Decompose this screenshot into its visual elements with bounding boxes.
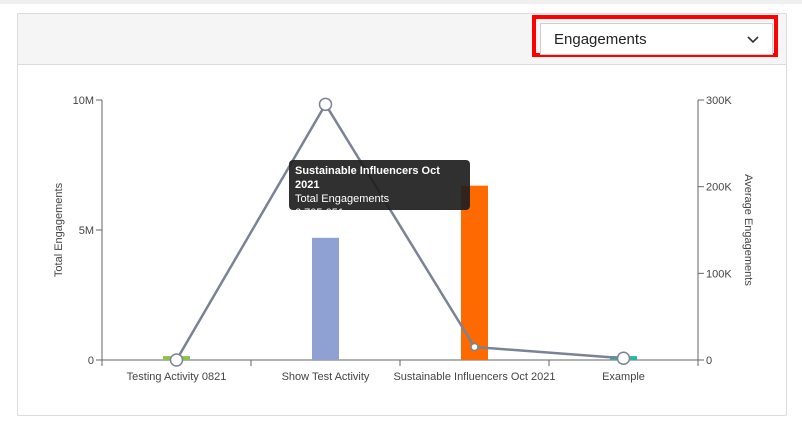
tooltip-title: Sustainable Influencers Oct 2021 <box>295 165 440 191</box>
chevron-down-icon <box>747 36 759 44</box>
y-right-tick-label: 100K <box>706 268 732 280</box>
line-point-2 <box>318 97 333 112</box>
metric-dropdown[interactable]: Engagements <box>540 23 773 55</box>
y-left-tick-label: 0 <box>88 355 94 367</box>
y-left-tick-label: 5M <box>79 225 94 237</box>
line-point-3 <box>470 342 479 352</box>
chart-panel: Engagements <box>17 13 787 416</box>
tooltip-label: Total Engagements <box>295 193 390 205</box>
y-left-axis-title: Total Engagements <box>53 182 65 277</box>
y-right-tick-label: 0 <box>706 355 712 367</box>
x-tick-label: Show Test Activity <box>282 371 370 383</box>
select-highlight-box <box>532 15 778 57</box>
line-point-1 <box>169 353 184 367</box>
line-point-4 <box>616 351 631 366</box>
chart-tooltip: Sustainable Influencers Oct 2021 Total E… <box>289 160 470 219</box>
y-right-tick-label: 200K <box>706 182 732 194</box>
y-left-tick-label: 10M <box>73 95 94 107</box>
metric-dropdown-value: Engagements <box>554 30 647 48</box>
tooltip-value: 6,705,051 <box>295 207 344 219</box>
y-right-tick-label: 300K <box>706 95 732 107</box>
y-right-axis-title: Average Engagements <box>742 174 754 286</box>
average-engagements-line <box>175 103 624 361</box>
bar-2 <box>312 237 339 360</box>
x-tick-label: Testing Activity 0821 <box>127 371 227 383</box>
x-tick-label: Sustainable Influencers Oct 2021 <box>393 371 555 383</box>
x-tick-label: Example <box>602 371 645 383</box>
top-strip <box>0 0 802 4</box>
